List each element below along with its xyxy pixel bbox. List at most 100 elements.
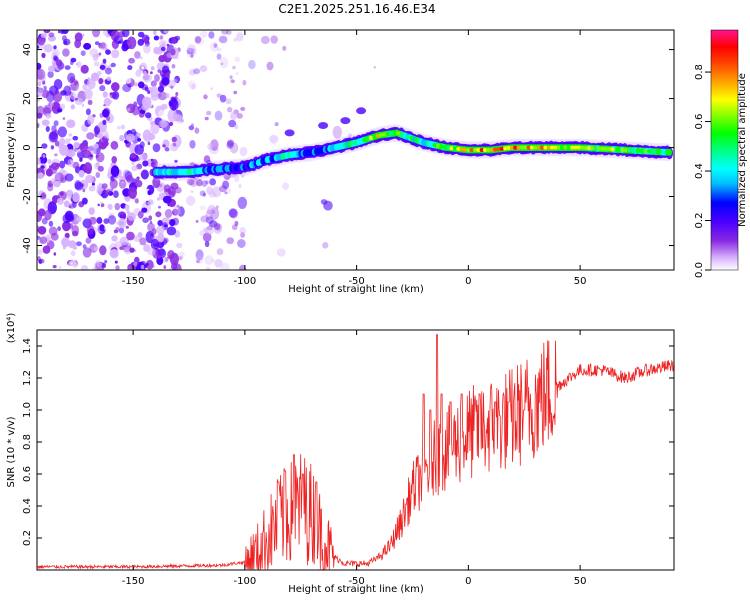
noise-blob xyxy=(151,158,158,168)
noise-blob xyxy=(169,252,179,266)
noise-blob xyxy=(72,161,80,169)
noise-blob xyxy=(205,180,209,185)
noise-blob xyxy=(234,175,240,183)
noise-blob xyxy=(152,143,161,153)
noise-blob xyxy=(76,216,82,223)
noise-blob xyxy=(180,119,184,123)
noise-blob xyxy=(222,180,230,190)
noise-blob xyxy=(60,30,65,35)
noise-blob xyxy=(274,122,279,127)
noise-blob xyxy=(52,48,60,57)
spectrogram-frame xyxy=(36,29,675,271)
noise-blob xyxy=(142,217,149,223)
noise-blob xyxy=(47,159,52,164)
noise-blob xyxy=(203,127,211,137)
noise-blob xyxy=(72,192,80,203)
noise-blob xyxy=(86,224,95,235)
noise-blob xyxy=(41,119,50,126)
noise-blob xyxy=(216,47,222,52)
noise-blob xyxy=(129,153,137,159)
noise-blob xyxy=(80,50,86,56)
noise-blob xyxy=(135,179,143,188)
noise-blob xyxy=(137,81,145,89)
noise-blob xyxy=(39,193,47,200)
y-tick-label: -40 xyxy=(22,237,33,253)
spectrogram-y-ticks: -40 -20 0 20 40 xyxy=(22,43,674,254)
noise-blob xyxy=(282,182,289,190)
noise-blob xyxy=(66,119,76,128)
snr-panel: -150 -100 -50 0 50 0.2 0.4 0.6 0.8 1.0 1.2 1.4 Hei… xyxy=(6,313,675,595)
noise-blob xyxy=(169,219,176,227)
noise-blob xyxy=(43,44,53,53)
noise-blob xyxy=(121,30,130,38)
noise-blob xyxy=(150,80,157,87)
ridge-core xyxy=(576,145,582,150)
ridge-core xyxy=(580,145,585,150)
noise-blob xyxy=(93,61,100,67)
noise-blob xyxy=(61,237,70,248)
noise-blob xyxy=(210,87,214,91)
noise-blob xyxy=(208,31,215,39)
noise-blob xyxy=(74,181,84,191)
y-tick-label: 1.0 xyxy=(22,402,33,418)
noise-blob xyxy=(201,180,208,187)
noise-blob xyxy=(87,54,92,59)
noise-blob xyxy=(75,241,82,247)
noise-blob xyxy=(134,198,139,204)
noise-blob xyxy=(87,99,93,105)
noise-blob xyxy=(53,120,59,127)
noise-blob xyxy=(99,224,105,232)
noise-blob xyxy=(191,83,196,90)
noise-blob xyxy=(157,91,168,101)
noise-blob xyxy=(86,132,95,140)
noise-blob xyxy=(266,61,274,71)
noise-blob xyxy=(147,141,151,146)
noise-blob xyxy=(171,97,177,102)
noise-blob xyxy=(102,58,107,64)
snr-background xyxy=(37,330,674,570)
noise-blob xyxy=(104,260,108,264)
noise-blob xyxy=(97,203,100,207)
noise-blob xyxy=(67,158,75,168)
ridge-core xyxy=(637,148,642,153)
noise-blob xyxy=(124,204,130,211)
noise-blob xyxy=(127,243,132,246)
noise-blob xyxy=(82,83,88,91)
ridge-core xyxy=(459,147,464,152)
noise-blob xyxy=(37,249,43,255)
colorbar-tick-label: 0.6 xyxy=(694,114,705,130)
noise-blob xyxy=(158,109,165,118)
noise-blob xyxy=(55,163,61,167)
noise-blob xyxy=(157,197,160,201)
noise-blob xyxy=(142,129,152,142)
noise-blob xyxy=(72,135,79,141)
noise-blob xyxy=(125,175,134,183)
noise-blob xyxy=(37,98,41,102)
noise-blob xyxy=(231,224,238,231)
noise-blob xyxy=(170,48,176,56)
noise-blob xyxy=(120,124,126,130)
noise-blob xyxy=(85,237,92,244)
noise-blob xyxy=(86,168,92,175)
noise-blob xyxy=(64,138,70,145)
noise-blob xyxy=(70,104,76,110)
spectrogram-cloud xyxy=(37,30,376,270)
noise-blob xyxy=(121,43,129,52)
ridge-core xyxy=(379,133,384,137)
noise-blob xyxy=(98,52,102,56)
noise-blob xyxy=(111,82,120,92)
noise-blob xyxy=(150,238,160,250)
noise-blob xyxy=(199,205,206,211)
noise-blob xyxy=(99,112,104,118)
noise-blob xyxy=(204,255,214,266)
ridge-core xyxy=(432,143,437,148)
ridge-core xyxy=(499,146,505,151)
noise-blob xyxy=(139,237,147,246)
noise-blob xyxy=(141,207,148,213)
ridge-core xyxy=(570,145,575,150)
x-tick-label: -100 xyxy=(234,576,257,587)
noise-blob xyxy=(93,246,99,251)
noise-blob xyxy=(150,66,155,71)
noise-blob xyxy=(270,35,279,44)
noise-blob xyxy=(150,122,160,135)
